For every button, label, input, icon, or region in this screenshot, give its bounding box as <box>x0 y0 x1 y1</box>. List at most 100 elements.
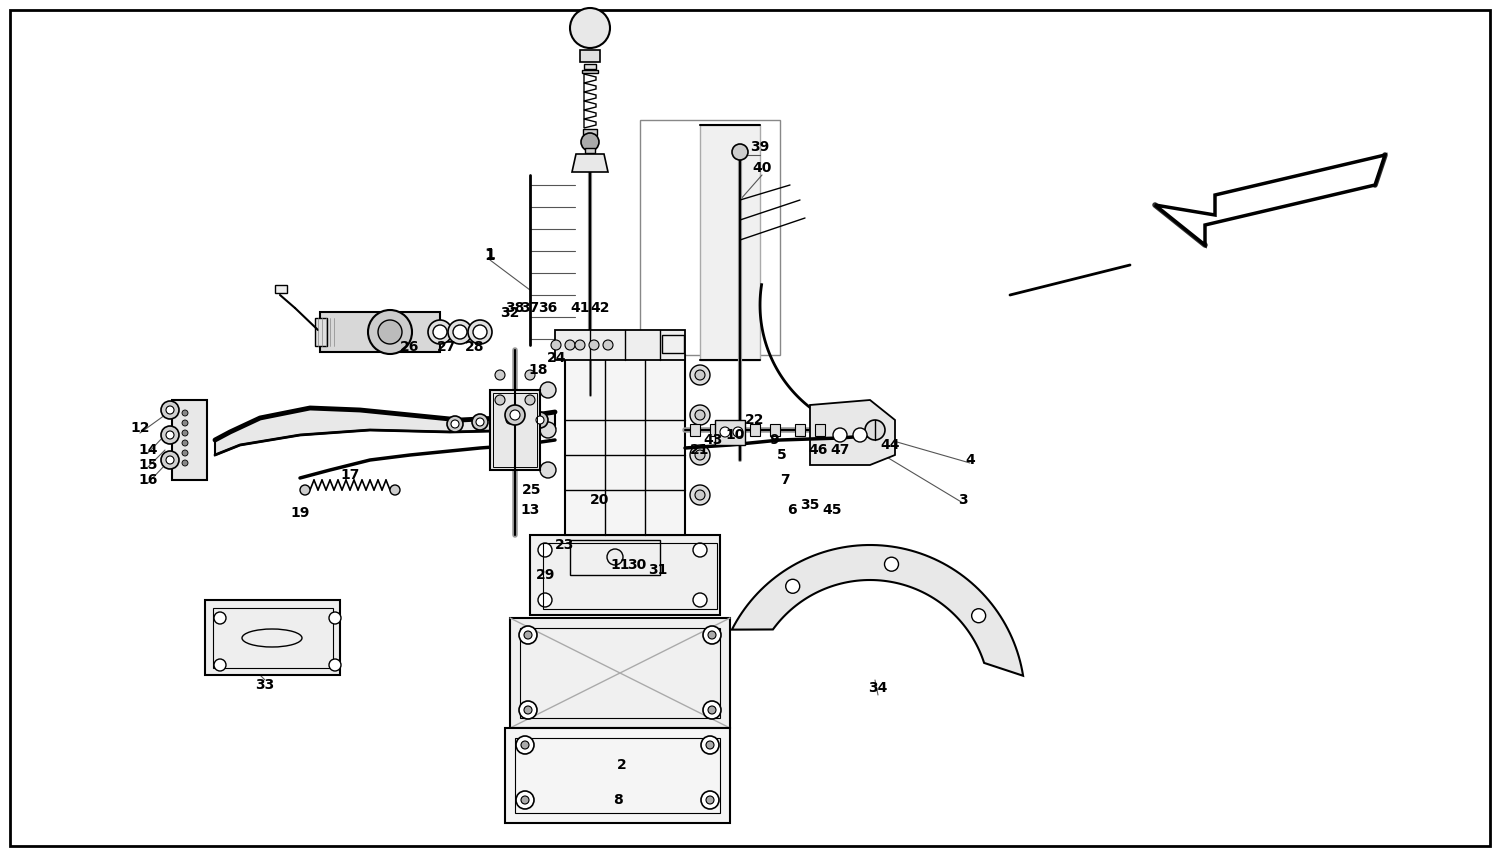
Circle shape <box>853 428 867 442</box>
Bar <box>555 330 686 360</box>
Text: 22: 22 <box>746 413 765 427</box>
Text: 31: 31 <box>648 563 668 577</box>
Circle shape <box>704 701 722 719</box>
Text: 40: 40 <box>753 161 771 175</box>
Text: 27: 27 <box>438 340 456 354</box>
Circle shape <box>540 382 556 398</box>
Circle shape <box>214 612 226 624</box>
Bar <box>320 312 440 352</box>
Bar <box>213 608 333 668</box>
Circle shape <box>328 612 340 624</box>
Circle shape <box>160 451 178 469</box>
Bar <box>584 129 597 135</box>
Bar <box>815 424 825 436</box>
Text: 41: 41 <box>570 301 590 315</box>
Circle shape <box>540 422 556 438</box>
Circle shape <box>693 593 706 607</box>
Polygon shape <box>1155 155 1384 245</box>
Text: 4: 4 <box>964 453 975 467</box>
Bar <box>750 424 760 436</box>
Circle shape <box>972 609 986 622</box>
Circle shape <box>786 580 800 593</box>
Circle shape <box>693 543 706 557</box>
Bar <box>570 540 660 575</box>
Circle shape <box>328 659 340 671</box>
Bar <box>543 543 717 609</box>
Text: 11: 11 <box>610 558 630 572</box>
Circle shape <box>519 626 537 644</box>
Text: 38: 38 <box>506 301 525 315</box>
Bar <box>580 50 600 62</box>
Text: 8: 8 <box>614 793 622 807</box>
Circle shape <box>448 320 472 344</box>
Bar <box>585 148 596 153</box>
Circle shape <box>690 405 709 425</box>
Bar <box>506 728 730 823</box>
Text: 32: 32 <box>501 306 519 320</box>
Bar <box>490 390 540 470</box>
Circle shape <box>524 631 532 639</box>
Text: 23: 23 <box>555 538 574 552</box>
Bar <box>172 400 207 480</box>
Bar <box>582 70 598 73</box>
Circle shape <box>516 791 534 809</box>
Circle shape <box>160 401 178 419</box>
Circle shape <box>708 706 716 714</box>
Circle shape <box>520 796 530 804</box>
Polygon shape <box>732 545 1023 675</box>
Polygon shape <box>810 400 895 465</box>
Circle shape <box>590 340 598 350</box>
Text: 39: 39 <box>750 140 770 154</box>
Circle shape <box>885 557 898 571</box>
Polygon shape <box>572 154 608 172</box>
Text: 46: 46 <box>808 443 828 457</box>
Bar <box>730 424 740 436</box>
Circle shape <box>182 460 188 466</box>
Text: 16: 16 <box>138 473 158 487</box>
Bar <box>315 318 327 346</box>
Text: 14: 14 <box>138 443 158 457</box>
Circle shape <box>182 420 188 426</box>
Circle shape <box>538 593 552 607</box>
Bar <box>770 424 780 436</box>
Text: 21: 21 <box>690 443 709 457</box>
Circle shape <box>495 370 506 380</box>
Text: 25: 25 <box>522 483 542 497</box>
Text: 37: 37 <box>520 301 540 315</box>
Circle shape <box>704 626 722 644</box>
Bar <box>584 64 596 69</box>
Circle shape <box>427 320 451 344</box>
Text: 10: 10 <box>726 428 744 442</box>
Circle shape <box>734 427 742 437</box>
Text: 26: 26 <box>400 340 420 354</box>
Text: 18: 18 <box>528 363 548 377</box>
Circle shape <box>536 416 544 424</box>
Circle shape <box>524 706 532 714</box>
Bar <box>510 618 730 728</box>
Circle shape <box>182 450 188 456</box>
Circle shape <box>495 395 506 405</box>
Circle shape <box>166 456 174 464</box>
Circle shape <box>166 406 174 414</box>
Text: 7: 7 <box>780 473 790 487</box>
Circle shape <box>690 445 709 465</box>
Circle shape <box>574 340 585 350</box>
Bar <box>520 628 720 718</box>
Bar <box>716 420 746 445</box>
Circle shape <box>506 405 525 425</box>
Circle shape <box>368 310 413 354</box>
Text: 30: 30 <box>627 558 646 572</box>
Circle shape <box>182 430 188 436</box>
Circle shape <box>510 410 520 420</box>
Circle shape <box>700 736 718 754</box>
Circle shape <box>566 340 574 350</box>
Text: 17: 17 <box>340 468 360 482</box>
Text: 12: 12 <box>130 421 150 435</box>
Circle shape <box>472 414 488 430</box>
Text: 43: 43 <box>704 433 723 447</box>
Bar <box>530 535 720 615</box>
Circle shape <box>447 416 464 432</box>
Polygon shape <box>214 408 555 455</box>
Text: 34: 34 <box>868 681 888 695</box>
Bar <box>690 424 700 436</box>
